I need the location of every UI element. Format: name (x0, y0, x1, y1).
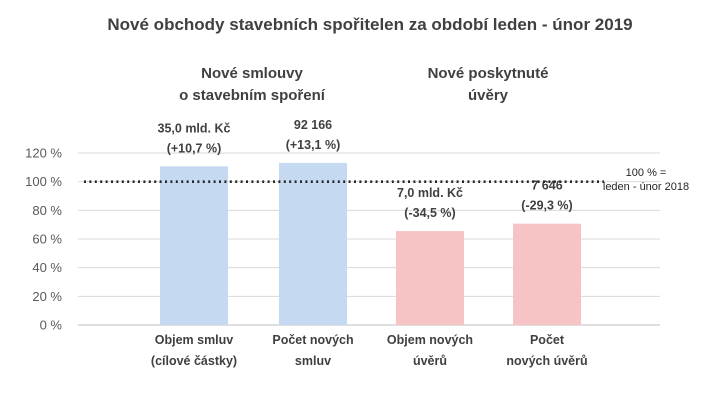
x-category-label: Objem smluv (155, 333, 234, 347)
data-label: 7,0 mld. Kč (397, 186, 463, 200)
bar (396, 231, 464, 325)
y-tick-label: 40 % (32, 260, 62, 275)
data-label: (-34,5 %) (404, 206, 455, 220)
bar (279, 162, 347, 325)
chart-title: Nové obchody stavebních spořitelen za ob… (107, 15, 632, 34)
y-tick-label: 20 % (32, 289, 62, 304)
group-label: Nové poskytnuté (428, 65, 549, 82)
data-label: (+10,7 %) (167, 141, 222, 155)
x-category-label: Objem nových (387, 333, 473, 347)
x-category-label: (cílové částky) (151, 354, 237, 368)
x-category-label: Počet (530, 333, 565, 347)
y-tick-label: 120 % (25, 146, 62, 161)
reference-line-label: leden - únor 2018 (603, 181, 689, 193)
x-category-label: Počet nových (272, 333, 353, 347)
data-label: 92 166 (294, 118, 332, 132)
data-label: (+13,1 %) (286, 138, 341, 152)
group-label: Nové smlouvy (201, 65, 303, 82)
data-label: 35,0 mld. Kč (158, 121, 231, 135)
x-category-label: nových úvěrů (506, 354, 587, 368)
y-tick-label: 0 % (40, 318, 63, 333)
x-category-label: smluv (295, 354, 331, 368)
bar (160, 166, 228, 325)
y-tick-label: 80 % (32, 203, 62, 218)
group-label: o stavebním spoření (179, 87, 326, 104)
x-category-label: úvěrů (413, 354, 447, 368)
y-tick-label: 60 % (32, 232, 62, 247)
data-label: (-29,3 %) (521, 199, 572, 213)
y-tick-label: 100 % (25, 174, 62, 189)
data-label: 7 646 (531, 179, 562, 193)
group-label: úvěry (468, 87, 509, 104)
reference-line-label: 100 % = (626, 167, 667, 179)
bar (513, 223, 581, 325)
